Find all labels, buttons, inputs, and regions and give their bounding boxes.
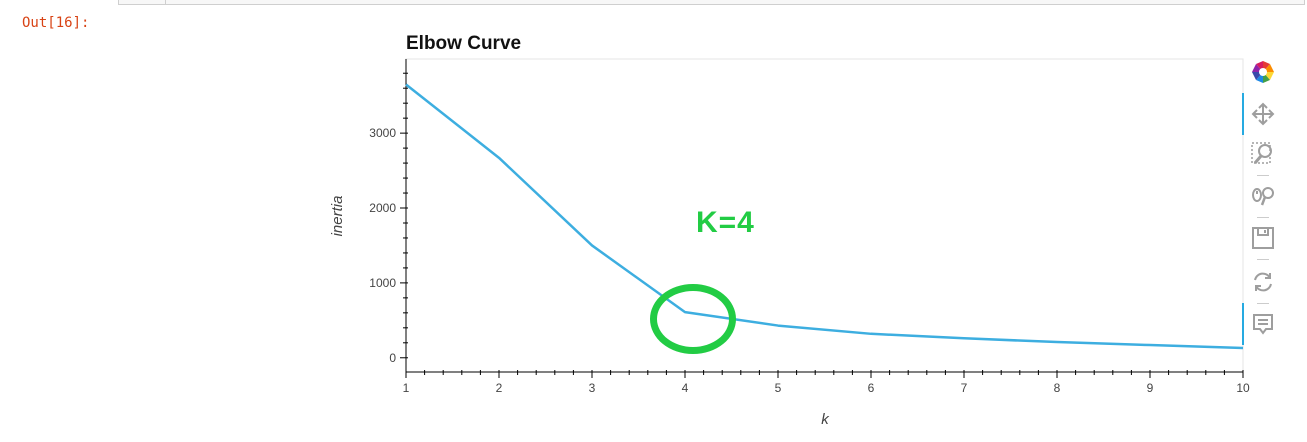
plot-area xyxy=(405,58,1244,373)
x-tick-label: 10 xyxy=(1236,381,1250,395)
reset-icon[interactable] xyxy=(1248,267,1278,297)
x-tick-label: 2 xyxy=(496,381,503,395)
y-tick-label: 1000 xyxy=(369,276,396,290)
toolbar-separator xyxy=(1257,303,1269,304)
output-prompt: Out[16]: xyxy=(22,15,90,31)
x-tick-label: 9 xyxy=(1147,381,1154,395)
x-tick-label: 4 xyxy=(682,381,689,395)
toolbar-separator xyxy=(1257,175,1269,176)
previous-input-cell xyxy=(118,0,1305,5)
x-tick-label: 3 xyxy=(589,381,596,395)
bokeh-toolbar xyxy=(1240,55,1284,345)
y-tick-label: 2000 xyxy=(369,201,396,215)
k-annotation-label: K=4 xyxy=(696,206,755,239)
x-tick-label: 6 xyxy=(868,381,875,395)
hover-active-indicator xyxy=(1242,303,1244,345)
toolbar-separator xyxy=(1257,259,1269,260)
toolbar-separator xyxy=(1257,217,1269,218)
series-line xyxy=(405,83,1244,350)
y-tick-label: 0 xyxy=(389,351,396,365)
x-axis-label: k xyxy=(821,411,830,428)
input-prompt-area xyxy=(119,0,166,4)
save-icon[interactable] xyxy=(1248,223,1278,253)
bokeh-logo-icon[interactable] xyxy=(1248,57,1278,87)
pan-icon[interactable] xyxy=(1248,99,1278,129)
wheel-zoom-icon[interactable] xyxy=(1248,181,1278,211)
box-zoom-icon[interactable] xyxy=(1248,139,1278,169)
x-axis: 1 2 3 4 5 6 7 8 9 10 xyxy=(403,370,1250,395)
y-axis-label: inertia xyxy=(329,196,346,237)
x-tick-label: 1 xyxy=(403,381,410,395)
pan-active-indicator xyxy=(1242,93,1244,135)
chart-title: Elbow Curve xyxy=(406,33,521,54)
x-tick-label: 8 xyxy=(1054,381,1061,395)
elbow-plot[interactable]: Elbow Curve 0 1000 2000 3000 1 2 3 4 5 6 7 8 9 10 k … xyxy=(320,26,1250,436)
y-axis: 0 1000 2000 3000 xyxy=(369,59,408,372)
elbow-highlight-circle xyxy=(650,284,736,354)
y-tick-label: 3000 xyxy=(369,126,396,140)
x-tick-label: 5 xyxy=(775,381,782,395)
x-tick-label: 7 xyxy=(961,381,968,395)
hover-icon[interactable] xyxy=(1248,309,1278,339)
